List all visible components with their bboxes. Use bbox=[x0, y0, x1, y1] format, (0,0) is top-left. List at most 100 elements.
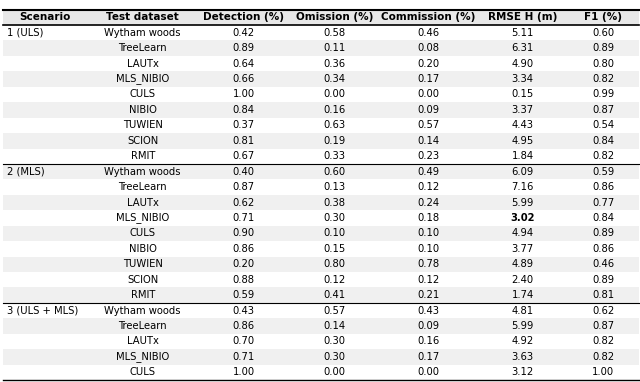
Text: SCION: SCION bbox=[127, 136, 158, 146]
Text: 0.84: 0.84 bbox=[232, 105, 255, 115]
Text: 0.87: 0.87 bbox=[593, 321, 614, 331]
Text: 0.88: 0.88 bbox=[232, 275, 255, 285]
Text: 1 (ULS): 1 (ULS) bbox=[7, 28, 44, 38]
Text: 3.34: 3.34 bbox=[512, 74, 534, 84]
Text: 0.20: 0.20 bbox=[417, 58, 440, 69]
Text: 0.34: 0.34 bbox=[323, 74, 346, 84]
Text: 0.57: 0.57 bbox=[417, 120, 440, 130]
Text: RMSE H (m): RMSE H (m) bbox=[488, 12, 557, 22]
Text: 0.86: 0.86 bbox=[593, 182, 614, 192]
Text: TUWIEN: TUWIEN bbox=[123, 120, 163, 130]
Text: LAUTx: LAUTx bbox=[127, 337, 159, 346]
Text: 4.92: 4.92 bbox=[511, 337, 534, 346]
Text: 0.00: 0.00 bbox=[417, 89, 440, 99]
Text: 6.09: 6.09 bbox=[511, 167, 534, 176]
Text: Omission (%): Omission (%) bbox=[296, 12, 373, 22]
Text: Test dataset: Test dataset bbox=[106, 12, 179, 22]
Text: 0.84: 0.84 bbox=[593, 213, 614, 223]
Text: 4.90: 4.90 bbox=[511, 58, 534, 69]
Text: 0.19: 0.19 bbox=[323, 136, 346, 146]
Bar bbox=[3, 180, 639, 195]
Text: 0.12: 0.12 bbox=[323, 275, 346, 285]
Text: 0.87: 0.87 bbox=[593, 105, 614, 115]
Text: TreeLearn: TreeLearn bbox=[118, 182, 167, 192]
Text: 0.58: 0.58 bbox=[323, 28, 346, 38]
Text: 5.99: 5.99 bbox=[511, 321, 534, 331]
Text: 0.46: 0.46 bbox=[593, 259, 614, 269]
Text: 0.49: 0.49 bbox=[417, 167, 440, 176]
Text: 4.43: 4.43 bbox=[512, 120, 534, 130]
Text: 0.12: 0.12 bbox=[417, 275, 440, 285]
Bar bbox=[3, 287, 639, 303]
Bar bbox=[3, 10, 639, 25]
Text: 0.10: 0.10 bbox=[323, 228, 346, 238]
Text: 0.57: 0.57 bbox=[323, 306, 346, 316]
Text: 0.10: 0.10 bbox=[417, 228, 440, 238]
Bar bbox=[3, 25, 639, 40]
Text: 0.36: 0.36 bbox=[323, 58, 346, 69]
Text: 1.74: 1.74 bbox=[511, 290, 534, 300]
Text: MLS_NIBIO: MLS_NIBIO bbox=[116, 74, 170, 84]
Text: 0.81: 0.81 bbox=[593, 290, 614, 300]
Text: 0.82: 0.82 bbox=[593, 337, 614, 346]
Text: 0.66: 0.66 bbox=[232, 74, 255, 84]
Text: 0.59: 0.59 bbox=[232, 290, 255, 300]
Text: 0.17: 0.17 bbox=[417, 74, 440, 84]
Bar bbox=[3, 318, 639, 334]
Text: 0.71: 0.71 bbox=[232, 352, 255, 362]
Text: 1.00: 1.00 bbox=[593, 367, 614, 377]
Text: 0.17: 0.17 bbox=[417, 352, 440, 362]
Text: 0.86: 0.86 bbox=[232, 244, 255, 254]
Text: 0.59: 0.59 bbox=[592, 167, 614, 176]
Text: 0.38: 0.38 bbox=[323, 197, 346, 207]
Text: 0.80: 0.80 bbox=[323, 259, 346, 269]
Bar bbox=[3, 226, 639, 241]
Bar bbox=[3, 195, 639, 210]
Text: Detection (%): Detection (%) bbox=[203, 12, 284, 22]
Text: Commission (%): Commission (%) bbox=[381, 12, 476, 22]
Text: MLS_NIBIO: MLS_NIBIO bbox=[116, 212, 170, 223]
Text: RMIT: RMIT bbox=[131, 290, 155, 300]
Text: 3.37: 3.37 bbox=[511, 105, 534, 115]
Bar bbox=[3, 349, 639, 365]
Bar bbox=[3, 71, 639, 87]
Bar bbox=[3, 118, 639, 133]
Text: 0.43: 0.43 bbox=[232, 306, 255, 316]
Text: 0.71: 0.71 bbox=[232, 213, 255, 223]
Text: 0.00: 0.00 bbox=[323, 89, 346, 99]
Text: 0.30: 0.30 bbox=[323, 352, 346, 362]
Text: 0.08: 0.08 bbox=[417, 43, 440, 53]
Bar bbox=[3, 102, 639, 118]
Text: 3 (ULS + MLS): 3 (ULS + MLS) bbox=[7, 306, 78, 316]
Text: 4.95: 4.95 bbox=[511, 136, 534, 146]
Text: MLS_NIBIO: MLS_NIBIO bbox=[116, 351, 170, 363]
Text: Wytham woods: Wytham woods bbox=[104, 306, 181, 316]
Bar bbox=[3, 241, 639, 257]
Bar bbox=[3, 272, 639, 287]
Text: 4.81: 4.81 bbox=[511, 306, 534, 316]
Text: 0.82: 0.82 bbox=[593, 352, 614, 362]
Text: 0.11: 0.11 bbox=[323, 43, 346, 53]
Text: 3.02: 3.02 bbox=[511, 213, 535, 223]
Text: CULS: CULS bbox=[130, 228, 156, 238]
Text: 0.60: 0.60 bbox=[323, 167, 346, 176]
Text: 0.89: 0.89 bbox=[593, 275, 614, 285]
Text: 4.89: 4.89 bbox=[511, 259, 534, 269]
Text: 0.67: 0.67 bbox=[232, 151, 255, 161]
Text: 0.62: 0.62 bbox=[232, 197, 255, 207]
Text: 7.16: 7.16 bbox=[511, 182, 534, 192]
Text: 0.20: 0.20 bbox=[232, 259, 255, 269]
Text: 5.99: 5.99 bbox=[511, 197, 534, 207]
Bar bbox=[3, 210, 639, 226]
Text: 0.64: 0.64 bbox=[232, 58, 255, 69]
Text: 1.84: 1.84 bbox=[511, 151, 534, 161]
Text: 0.81: 0.81 bbox=[232, 136, 255, 146]
Text: 0.89: 0.89 bbox=[593, 43, 614, 53]
Text: LAUTx: LAUTx bbox=[127, 58, 159, 69]
Text: 0.63: 0.63 bbox=[323, 120, 346, 130]
Text: 0.15: 0.15 bbox=[323, 244, 346, 254]
Text: 0.78: 0.78 bbox=[417, 259, 440, 269]
Text: F1 (%): F1 (%) bbox=[584, 12, 623, 22]
Text: 0.70: 0.70 bbox=[232, 337, 255, 346]
Bar bbox=[3, 40, 639, 56]
